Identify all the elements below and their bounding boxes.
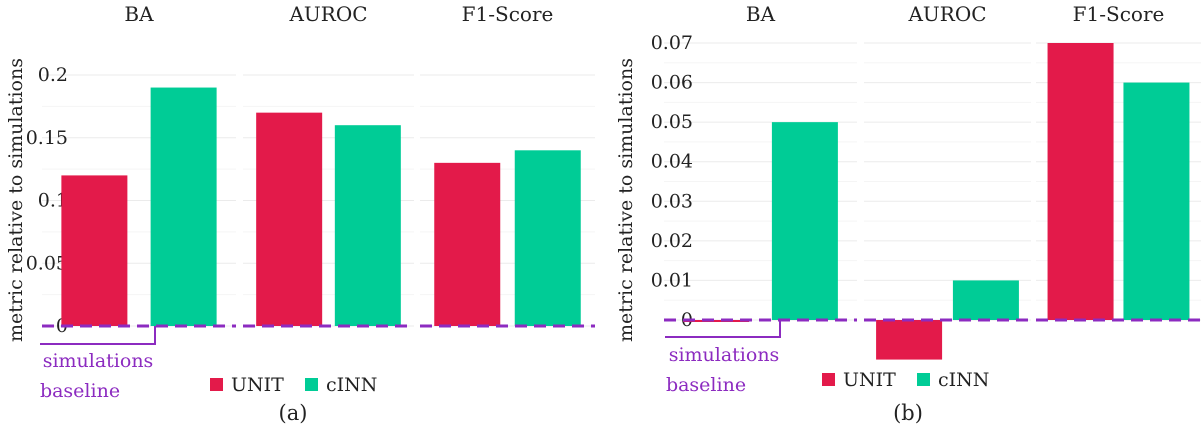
legend-swatch-cinn	[305, 378, 318, 391]
panel-caption: (a)	[279, 401, 308, 425]
bar-unit-ba	[61, 175, 128, 326]
y-tick-label: 0.05	[651, 111, 693, 133]
facet-title-ba: BA	[124, 2, 154, 26]
bar-cinn-auroc	[334, 125, 401, 326]
baseline-annotation-text: baseline	[40, 380, 120, 402]
bar-unit-ba	[683, 320, 750, 322]
bar-unit-f1-score	[434, 162, 501, 326]
facet-title-f1-score: F1-Score	[462, 2, 554, 26]
facet-title-auroc: AUROC	[907, 2, 986, 26]
y-tick-label: 0.2	[38, 64, 68, 86]
facet-title-f1-score: F1-Score	[1073, 2, 1165, 26]
panel-caption: (b)	[893, 401, 923, 425]
legend: UNIT cINN	[210, 374, 377, 396]
y-tick-label: 0.05	[26, 252, 68, 274]
bar-cinn-f1-score	[1123, 82, 1190, 320]
y-tick-label: 0.04	[651, 151, 693, 173]
bar-cinn-f1-score	[514, 150, 581, 326]
legend-label-cinn: cINN	[938, 369, 989, 391]
bar-unit-auroc	[876, 320, 943, 360]
y-tick-label: 0.15	[26, 127, 68, 149]
y-tick-label: 0.01	[651, 269, 693, 291]
y-tick-label: 0.06	[651, 72, 693, 94]
legend-swatch-unit	[210, 378, 223, 391]
y-tick-label: 0.02	[651, 230, 693, 252]
bar-unit-auroc	[256, 112, 323, 327]
chart-panel-b: BAAUROCF1-Score00.010.020.030.040.050.06…	[615, 2, 1201, 425]
baseline-annotation-connector	[40, 326, 156, 345]
baseline-annotation-connector	[665, 320, 781, 338]
bar-cinn-ba	[771, 122, 838, 321]
legend-label-unit: UNIT	[231, 374, 284, 396]
bar-cinn-auroc	[952, 280, 1019, 320]
y-tick-label: 0.07	[651, 32, 693, 54]
y-axis-label: metric relative to simulations	[615, 58, 637, 342]
baseline-annotation-text: simulations	[669, 344, 780, 366]
legend-label-unit: UNIT	[843, 369, 896, 391]
y-tick-label: 0.1	[38, 190, 68, 212]
bar-cinn-ba	[150, 87, 217, 326]
legend-label-cinn: cINN	[326, 374, 377, 396]
facet-title-auroc: AUROC	[288, 2, 367, 26]
y-tick-label: 0.03	[651, 190, 693, 212]
y-axis-label: metric relative to simulations	[5, 58, 27, 342]
facet-title-ba: BA	[746, 2, 776, 26]
legend-swatch-cinn	[917, 373, 930, 386]
baseline-annotation-text: simulations	[43, 350, 154, 372]
baseline-annotation-text: baseline	[666, 374, 746, 396]
legend-swatch-unit	[822, 373, 835, 386]
legend: UNIT cINN	[822, 369, 989, 391]
bar-unit-f1-score	[1047, 43, 1114, 320]
